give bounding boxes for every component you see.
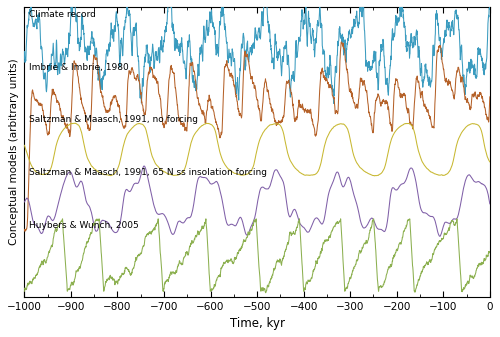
Text: Saltzman & Maasch, 1991, 65 N ss insolation forcing: Saltzman & Maasch, 1991, 65 N ss insolat… [29,168,267,177]
Y-axis label: Conceptual models (arbitrary units): Conceptual models (arbitrary units) [9,59,19,245]
X-axis label: Time, kyr: Time, kyr [230,317,284,330]
Text: Imbrie & Imbrie, 1980: Imbrie & Imbrie, 1980 [29,63,129,72]
Text: Saltzman & Maasch, 1991, no forcing: Saltzman & Maasch, 1991, no forcing [29,115,198,124]
Text: Climate record: Climate record [29,10,96,19]
Text: Huybers & Wunch, 2005: Huybers & Wunch, 2005 [29,221,139,230]
